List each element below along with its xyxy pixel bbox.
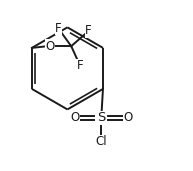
Text: F: F: [55, 22, 62, 35]
Text: O: O: [123, 111, 132, 124]
Text: F: F: [76, 59, 83, 72]
Text: O: O: [45, 40, 54, 53]
Text: S: S: [97, 111, 105, 124]
Text: Cl: Cl: [96, 135, 107, 148]
Text: F: F: [85, 24, 92, 37]
Text: O: O: [70, 111, 79, 124]
